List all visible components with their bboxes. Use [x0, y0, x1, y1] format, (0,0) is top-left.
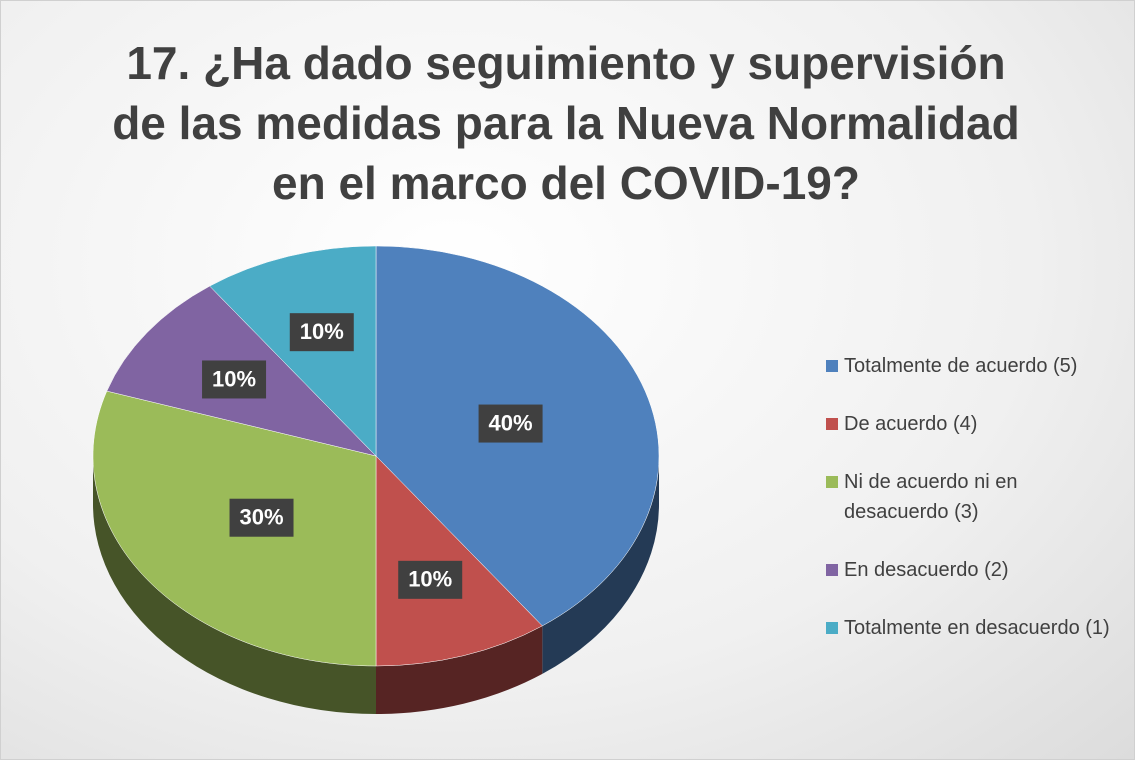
- data-label: 40%: [489, 410, 533, 435]
- pie-side: [376, 625, 543, 714]
- legend-swatch: [826, 418, 838, 430]
- data-label: 30%: [240, 505, 284, 530]
- legend-item: Totalmente de acuerdo (5): [826, 351, 1126, 381]
- legend-label: De acuerdo (4): [844, 413, 978, 435]
- data-label: 10%: [212, 366, 256, 391]
- legend-swatch: [826, 476, 838, 488]
- pie-side: [93, 456, 376, 714]
- chart-title: 17. ¿Ha dado seguimiento y supervisión d…: [112, 37, 1020, 209]
- legend-swatch: [826, 360, 838, 372]
- legend-item: De acuerdo (4): [826, 409, 1126, 439]
- data-label-box: [478, 404, 543, 443]
- legend-label: Totalmente en desacuerdo (1): [844, 617, 1110, 639]
- pie-side: [542, 456, 659, 674]
- legend: Totalmente de acuerdo (5) De acuerdo (4) N…: [826, 351, 1126, 643]
- legend-item: En desacuerdo (2): [826, 555, 1126, 585]
- data-label-box: [229, 498, 294, 537]
- data-label-box: [289, 313, 354, 352]
- legend-swatch: [826, 564, 838, 576]
- legend-label: En desacuerdo (2): [844, 559, 1009, 581]
- data-label: 10%: [408, 567, 452, 592]
- legend-label: Ni de acuerdo ni en desacuerdo (3): [844, 471, 1018, 523]
- legend-label: Totalmente de acuerdo (5): [844, 355, 1078, 377]
- legend-item: Totalmente en desacuerdo (1): [826, 613, 1126, 643]
- data-label-box: [398, 560, 463, 599]
- data-label-box: [202, 360, 267, 399]
- legend-swatch: [826, 622, 838, 634]
- legend-item: Ni de acuerdo ni en desacuerdo (3): [826, 467, 1126, 527]
- data-label: 10%: [300, 319, 344, 344]
